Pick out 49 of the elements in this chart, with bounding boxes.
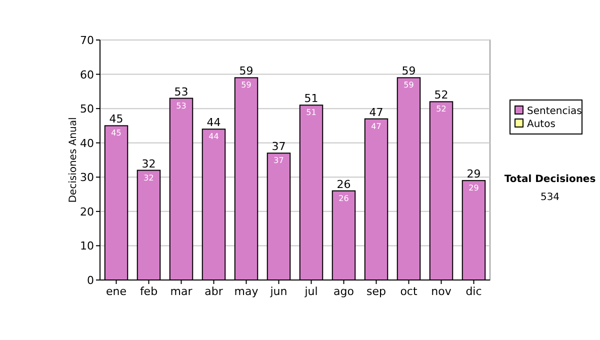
x-tick-label: jul (304, 285, 318, 298)
total-label: 52 (434, 88, 448, 102)
total-label: 29 (466, 168, 481, 181)
y-tick-label: 10 (80, 240, 94, 253)
y-tick-label: 20 (80, 205, 94, 218)
data-label: 26 (338, 194, 349, 203)
data-label: 52 (436, 104, 446, 114)
y-tick-label: 70 (80, 34, 94, 47)
legend-label: Autos (527, 119, 556, 130)
data-label: 51 (306, 108, 316, 118)
x-tick-label: nov (431, 285, 452, 298)
x-tick-label: feb (140, 285, 158, 298)
data-label: 59 (241, 80, 252, 90)
total-label: 51 (304, 92, 318, 106)
x-tick-label: may (234, 285, 259, 298)
total-label: 44 (206, 116, 221, 130)
x-tick-label: dic (466, 285, 482, 298)
data-label: 32 (144, 173, 154, 182)
total-label: 53 (174, 85, 188, 98)
total-label: 26 (336, 178, 351, 191)
data-label: 45 (111, 128, 122, 138)
total-label: 59 (402, 64, 416, 78)
data-label: 47 (371, 122, 382, 131)
x-tick-label: sep (366, 285, 386, 298)
x-tick-label: ene (106, 285, 127, 298)
total-label: 45 (109, 112, 124, 126)
text: 534 (540, 192, 560, 203)
x-tick-label: jun (269, 285, 288, 298)
y-tick-label: 0 (87, 274, 94, 287)
data-label: 37 (274, 156, 284, 166)
y-tick-label: 30 (80, 171, 94, 184)
x-tick-label: oct (400, 285, 418, 298)
y-tick-label: 40 (80, 136, 94, 150)
text: Total Decisiones (504, 174, 596, 185)
data-label: 29 (468, 184, 479, 193)
x-tick-label: mar (170, 285, 193, 298)
total-label: 47 (369, 106, 384, 119)
data-label: 59 (404, 80, 414, 90)
legend-label: Sentencias (527, 106, 582, 117)
y-tick-label: 50 (80, 102, 94, 116)
total-label: 32 (142, 157, 156, 170)
y-axis-title: Decisiones Anual (68, 117, 79, 203)
data-label: 44 (208, 132, 219, 142)
total-label: 59 (239, 64, 254, 78)
y-tick-label: 60 (80, 68, 94, 82)
data-label: 53 (176, 101, 186, 110)
x-tick-label: abr (204, 285, 224, 298)
total-label: 37 (272, 140, 286, 154)
x-tick-label: ago (334, 285, 354, 298)
